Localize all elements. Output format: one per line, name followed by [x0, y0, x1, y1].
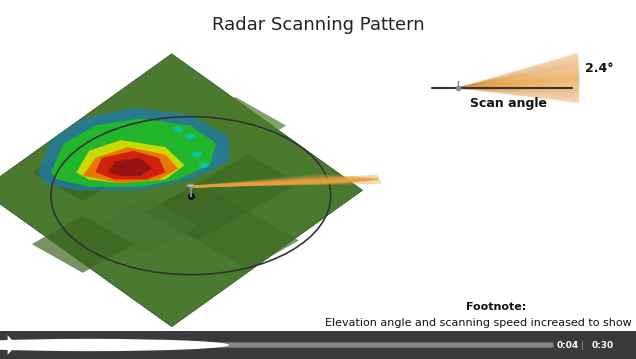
Polygon shape	[197, 212, 299, 269]
Polygon shape	[191, 174, 382, 187]
Polygon shape	[0, 54, 363, 327]
Polygon shape	[458, 53, 579, 103]
Polygon shape	[197, 154, 299, 212]
Polygon shape	[32, 215, 134, 273]
Text: Elevation angle and scanning speed increased to show detail: Elevation angle and scanning speed incre…	[325, 318, 636, 328]
Polygon shape	[146, 183, 248, 241]
Polygon shape	[83, 147, 178, 183]
Ellipse shape	[187, 184, 195, 187]
Polygon shape	[95, 151, 165, 180]
Text: 2.4°: 2.4°	[585, 62, 614, 75]
FancyBboxPatch shape	[17, 342, 92, 348]
Polygon shape	[51, 118, 216, 187]
Circle shape	[198, 162, 209, 168]
Circle shape	[192, 151, 202, 157]
FancyBboxPatch shape	[17, 342, 553, 348]
Polygon shape	[51, 118, 216, 187]
Polygon shape	[108, 158, 153, 176]
Circle shape	[186, 134, 196, 139]
Text: Radar Scanning Pattern: Radar Scanning Pattern	[212, 16, 424, 34]
Text: 0:04: 0:04	[556, 340, 579, 350]
Text: Scan angle: Scan angle	[470, 97, 548, 110]
FancyBboxPatch shape	[0, 331, 636, 359]
Text: Footnote:: Footnote:	[466, 302, 526, 312]
Text: ©The COMET Program: ©The COMET Program	[433, 331, 559, 341]
Polygon shape	[32, 144, 134, 201]
Polygon shape	[38, 108, 229, 190]
Polygon shape	[76, 140, 184, 183]
Polygon shape	[184, 97, 286, 154]
Circle shape	[173, 126, 183, 132]
Circle shape	[0, 339, 229, 351]
Polygon shape	[95, 197, 197, 255]
Text: |: |	[581, 340, 583, 350]
Polygon shape	[8, 335, 17, 355]
Polygon shape	[95, 126, 197, 183]
Text: 0:30: 0:30	[591, 340, 614, 350]
